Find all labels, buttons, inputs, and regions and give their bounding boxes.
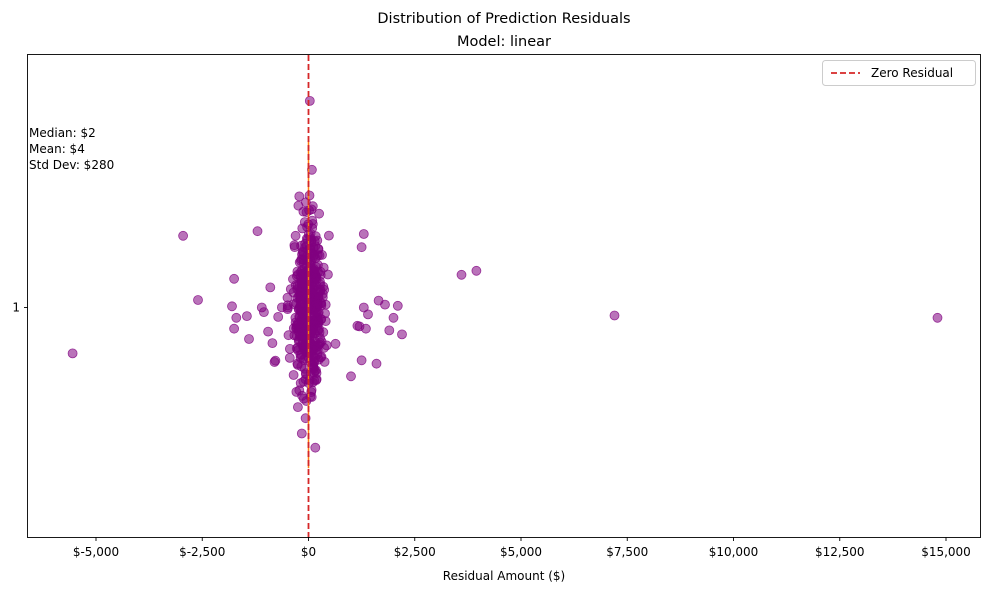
data-point <box>296 428 307 439</box>
stats-annotation: Median: $2 Mean: $4 Std Dev: $280 <box>29 126 114 172</box>
x-tick-label: $0 <box>301 545 316 559</box>
x-axis-ticks: $-5,000 $-2,500 $0 $2,500 $5,000 $7,500 $10,00… <box>73 537 971 559</box>
x-tick-label: $7,500 <box>606 545 648 559</box>
chart-title: Distribution of Prediction Residuals <box>377 11 630 27</box>
data-point <box>310 442 321 453</box>
data-point <box>309 367 319 378</box>
data-point <box>256 302 267 313</box>
data-point <box>269 357 280 367</box>
data-point <box>304 190 315 201</box>
x-tick-label: $15,000 <box>921 545 971 559</box>
stat-std-dev: Std Dev: $280 <box>29 158 114 172</box>
data-point <box>67 348 78 359</box>
data-point <box>358 229 369 239</box>
data-point <box>244 334 254 344</box>
data-point <box>319 284 330 295</box>
data-point <box>282 292 293 303</box>
data-point <box>252 226 263 237</box>
data-point <box>178 230 189 241</box>
data-point <box>307 219 318 229</box>
data-point <box>298 376 309 387</box>
x-tick-label: $-5,000 <box>73 545 119 559</box>
y-tick-label: 1 <box>12 300 20 314</box>
data-point <box>322 269 333 280</box>
data-point <box>315 352 326 363</box>
x-tick-label: $2,500 <box>394 545 436 559</box>
data-point <box>388 312 399 323</box>
data-point <box>356 355 367 366</box>
data-point <box>301 207 312 218</box>
data-point <box>380 299 390 310</box>
chart-subtitle: Model: linear <box>457 34 551 50</box>
y-axis-ticks: 1 <box>12 300 28 314</box>
data-point <box>294 385 305 396</box>
data-point <box>363 309 373 320</box>
data-point <box>330 338 341 349</box>
data-point <box>294 191 305 202</box>
data-point <box>314 208 325 219</box>
data-point <box>265 282 276 293</box>
data-point <box>397 329 407 340</box>
x-tick-label: $10,000 <box>709 545 759 559</box>
data-point <box>288 370 299 380</box>
data-point <box>392 300 403 311</box>
data-point <box>241 311 252 322</box>
data-point <box>305 228 316 239</box>
data-point <box>292 318 303 329</box>
data-point <box>229 323 240 334</box>
data-point <box>229 273 240 284</box>
data-point <box>316 314 327 325</box>
data-point <box>360 323 371 334</box>
stat-median: Median: $2 <box>29 126 96 140</box>
data-point <box>356 242 367 253</box>
x-tick-label: $-2,500 <box>179 545 225 559</box>
data-point <box>294 330 305 341</box>
x-axis-label: Residual Amount ($) <box>443 569 565 583</box>
legend-box <box>822 60 976 86</box>
data-point <box>323 230 334 241</box>
data-point <box>263 326 274 337</box>
data-point <box>290 230 301 241</box>
data-point <box>456 269 467 280</box>
data-point <box>292 402 303 413</box>
legend-label-zero-residual: Zero Residual <box>871 66 953 80</box>
data-point <box>227 301 237 312</box>
data-point <box>306 164 317 175</box>
data-point <box>316 336 327 347</box>
x-tick-label: $5,000 <box>500 545 542 559</box>
data-point <box>384 325 395 336</box>
data-point <box>267 338 278 349</box>
data-point <box>932 312 943 323</box>
data-point <box>609 310 620 321</box>
data-point <box>294 290 304 301</box>
data-point <box>193 295 203 305</box>
data-point <box>471 265 482 276</box>
data-point <box>311 261 321 272</box>
x-tick-label: $12,500 <box>815 545 865 559</box>
data-point <box>306 286 317 297</box>
data-point <box>371 358 382 369</box>
data-point <box>304 96 315 106</box>
data-point <box>306 392 317 402</box>
plot-area-frame <box>27 54 981 538</box>
data-point <box>231 312 242 323</box>
data-point <box>284 352 295 363</box>
stat-mean: Mean: $4 <box>29 142 85 156</box>
data-point <box>298 258 309 269</box>
legend: Zero Residual <box>822 60 976 86</box>
data-point <box>320 299 331 310</box>
data-point <box>273 311 284 322</box>
data-point <box>291 343 302 354</box>
data-points <box>67 96 943 453</box>
data-point <box>346 371 356 382</box>
